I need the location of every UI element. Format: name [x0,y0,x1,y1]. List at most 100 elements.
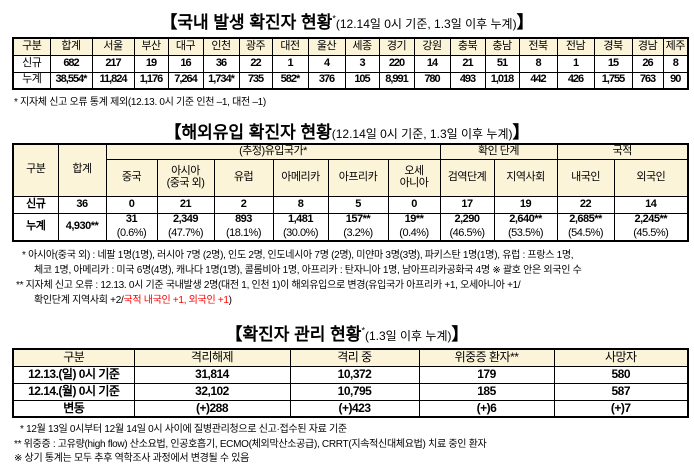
column-header: 강원 [413,37,451,56]
column-header: 제주 [662,37,689,56]
table-cell: 493 [449,71,486,90]
column-header: 부산 [133,37,169,56]
table-cell: 1,734* [202,71,240,90]
column-header: 유럽 [213,158,274,197]
column-header: 지역사회 [493,158,558,197]
table-cell: 22 [556,195,615,214]
table-cell: 90 [662,71,689,90]
row-label: 누계 [12,212,59,242]
column-header: 구분 [12,348,135,367]
row-label: 12.14.(월) 0시 기준 [12,382,135,401]
table-cell: 26 [631,54,664,73]
percent-cell: (47.7%) [156,227,215,242]
header-stage: 확인 단계 [439,143,558,160]
row-label: 변동 [12,399,135,418]
table-cell: 36 [57,195,107,214]
table-cell: 17 [439,195,495,214]
imported-table: 구분 합계 (추정)유입국가* 확인 단계 국적 중국 아시아 (중국 외) 유럽 아… [12,143,690,242]
table-cell: 11,824 [91,71,135,90]
table-cell: 19 [133,54,169,73]
header-total: 합계 [57,143,107,197]
row-label: 신규 [12,195,59,214]
column-header: 오세 아니아 [387,158,441,197]
percent-cell: (3.2%) [327,227,389,242]
table-cell: 2,290 [439,212,495,227]
table-cell: 0 [105,195,158,214]
table-cell: 8 [518,54,558,73]
table-cell: 8 [272,195,329,214]
header-country: (추정)유입국가* [105,143,441,160]
table-cell: (+)7 [553,399,689,418]
percent-cell: (30.0%) [272,227,329,242]
table-cell: 185 [418,382,555,401]
management-table: 구분 격리해제 격리 중 위중증 환자** 사망자 12.13.(일) 0시 기준 31,… [12,348,689,418]
table-cell: (+)6 [418,399,555,418]
table-cell: 7,264 [167,71,204,90]
column-header: 중국 [105,158,158,197]
column-header: 격리 중 [289,348,420,367]
table-cell: 426 [556,71,595,90]
percent-cell: (45.5%) [613,227,689,242]
table-cell: 1,481 [272,212,329,227]
row-label: 누계 [12,71,51,90]
column-header: 외국인 [613,158,689,197]
table-cell: 893 [213,212,274,227]
column-header: 아메리카 [272,158,329,197]
percent-cell: (46.5%) [439,227,495,242]
imported-footnote-1a: * 아시아(중국 외) : 네팔 1명(1명), 러시아 7명 (2명), 인도… [22,250,574,261]
percent-cell: (0.6%) [105,227,158,242]
row-label: 신규 [12,54,51,73]
imported-footnote-2b: 확인단계 지역사회 +2/국적 내국인 +1, 외국인 +1) [34,295,232,306]
percent-cell: (54.5%) [556,227,615,242]
percent-cell: (53.5%) [493,227,558,242]
table-cell: 217 [91,54,135,73]
table-cell: 38,554* [49,71,93,90]
table-cell: 2 [213,195,274,214]
column-header: 광주 [238,37,273,56]
table-cell: 220 [378,54,415,73]
table-cell: 580 [553,365,689,384]
table-cell: 22 [238,54,273,73]
table-cell: 780 [413,71,451,90]
column-header: 전북 [518,37,558,56]
table-cell: 4,930** [57,212,107,242]
table-cell: 105 [344,71,380,90]
column-header: 경북 [593,37,633,56]
imported-footnote-2a: ** 지자체 신고 오류 : 12.13. 0시 기준 국내발생 2명(대전 1… [16,280,521,291]
row-label: 12.13.(일) 0시 기준 [12,365,135,384]
column-header: 경남 [631,37,664,56]
table-cell: 31 [105,212,158,227]
management-footnote-1: * 12월 13일 0시부터 12월 14일 0시 사이에 질병관리청으로 신고… [20,424,347,435]
imported-title: 【해외유입 확진자 현황(12.14일 0시 기준, 1.3일 이후 누계)】 [164,123,530,142]
table-cell: 1,018 [484,71,520,90]
column-header: 대구 [167,37,204,56]
table-cell: 0 [387,195,441,214]
table-cell: (+)423 [289,399,420,418]
table-cell: 2,640** [493,212,558,227]
table-cell: 19** [387,212,441,227]
column-header: 구분 [12,37,51,56]
domestic-table: 구분 합계 서울 부산 대구 인천 광주 대전 울산 세종 경기 강원 충북 충남 전북 전남 경북 경남 제주 신… [12,37,689,90]
table-cell: 31,814 [133,365,291,384]
table-cell: 2,685** [556,212,615,227]
table-cell: 3 [344,54,380,73]
table-cell: 32,102 [133,382,291,401]
table-cell: 735 [238,71,273,90]
column-header: 사망자 [553,348,689,367]
table-cell: 51 [484,54,520,73]
column-header: 울산 [307,37,346,56]
column-header: 내국인 [556,158,615,197]
table-cell: 682 [49,54,93,73]
percent-cell: (0.4%) [387,227,441,242]
table-cell: 10,795 [289,382,420,401]
table-cell: 157** [327,212,389,227]
table-cell: 21 [156,195,215,214]
header-nationality: 국적 [556,143,689,160]
table-cell: 14 [613,195,689,214]
column-header: 위중증 환자** [418,348,555,367]
table-cell: 582* [271,71,309,90]
domestic-footnote: * 지자체 신고 오류 통계 제외(12.13. 0시 기준 인천 –1, 대전… [14,97,266,108]
table-cell: 8,991 [378,71,415,90]
table-cell: 19 [493,195,558,214]
table-cell: 1,755 [593,71,633,90]
